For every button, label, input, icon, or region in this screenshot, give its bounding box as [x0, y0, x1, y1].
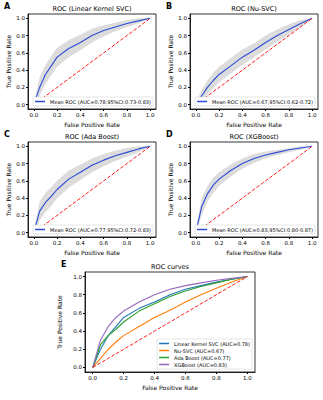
- svg-text:C: C: [4, 130, 10, 139]
- svg-text:ROC (Linear Kernel SVC): ROC (Linear Kernel SVC): [52, 5, 131, 13]
- svg-text:0.4: 0.4: [76, 240, 85, 246]
- svg-text:Nu-SVC (AUC=0.67): Nu-SVC (AUC=0.67): [174, 348, 224, 354]
- svg-text:0.8: 0.8: [123, 112, 132, 118]
- svg-text:False Positive Rate: False Positive Rate: [64, 249, 120, 256]
- svg-text:0.2: 0.2: [215, 240, 224, 246]
- svg-text:Mean ROC (AUC=0.83,95%CI:0.80-: Mean ROC (AUC=0.83,95%CI:0.80-0.87): [212, 227, 313, 233]
- svg-text:1.0: 1.0: [73, 274, 82, 280]
- svg-text:0.2: 0.2: [73, 346, 82, 352]
- svg-text:0.0: 0.0: [191, 112, 200, 118]
- svg-text:0.4: 0.4: [178, 195, 187, 201]
- svg-text:XGBoost (AUC=0.83): XGBoost (AUC=0.83): [174, 362, 227, 368]
- svg-text:0.8: 0.8: [285, 240, 294, 246]
- svg-text:0.2: 0.2: [16, 212, 25, 218]
- svg-text:Mean ROC (AUC=0.78,95%CI:0.73-: Mean ROC (AUC=0.78,95%CI:0.73-0.83): [50, 99, 151, 105]
- svg-text:B: B: [166, 2, 172, 11]
- svg-text:0.6: 0.6: [16, 178, 25, 184]
- svg-text:0.8: 0.8: [16, 33, 25, 39]
- svg-text:ROC (Nu-SVC): ROC (Nu-SVC): [231, 5, 277, 13]
- svg-text:0.8: 0.8: [73, 292, 82, 298]
- svg-text:0.4: 0.4: [16, 195, 25, 201]
- svg-text:1.0: 1.0: [178, 15, 187, 21]
- svg-text:True Positive Rate: True Positive Rate: [167, 162, 174, 217]
- svg-text:0.6: 0.6: [73, 310, 82, 316]
- svg-text:False Positive Rate: False Positive Rate: [142, 384, 198, 391]
- svg-text:True Positive Rate: True Positive Rate: [167, 34, 174, 89]
- svg-text:0.8: 0.8: [16, 161, 25, 167]
- svg-text:0.4: 0.4: [178, 67, 187, 73]
- svg-text:0.2: 0.2: [119, 375, 128, 381]
- svg-text:0.8: 0.8: [123, 240, 132, 246]
- svg-text:Mean ROC (AUC=0.77,95%CI:0.72-: Mean ROC (AUC=0.77,95%CI:0.72-0.83): [50, 227, 151, 233]
- svg-text:1.0: 1.0: [16, 15, 25, 21]
- svg-text:0.4: 0.4: [73, 328, 82, 334]
- svg-text:False Positive Rate: False Positive Rate: [64, 121, 120, 128]
- svg-text:0.8: 0.8: [212, 375, 221, 381]
- svg-text:0.2: 0.2: [178, 212, 187, 218]
- svg-text:0.0: 0.0: [16, 102, 25, 108]
- svg-text:True Positive Rate: True Positive Rate: [5, 162, 12, 217]
- svg-text:0.0: 0.0: [178, 102, 187, 108]
- svg-text:0.4: 0.4: [150, 375, 159, 381]
- svg-text:0.4: 0.4: [76, 112, 85, 118]
- svg-text:0.8: 0.8: [285, 112, 294, 118]
- svg-text:1.0: 1.0: [178, 143, 187, 149]
- svg-text:0.4: 0.4: [16, 67, 25, 73]
- svg-text:D: D: [166, 130, 173, 139]
- svg-text:False Positive Rate: False Positive Rate: [226, 121, 282, 128]
- svg-text:Linear Kernel SVC (AUC=0.78): Linear Kernel SVC (AUC=0.78): [174, 341, 250, 347]
- svg-text:0.2: 0.2: [53, 240, 62, 246]
- svg-text:True Positive Rate: True Positive Rate: [56, 295, 63, 350]
- svg-text:True Positive Rate: True Positive Rate: [5, 34, 12, 89]
- svg-text:1.0: 1.0: [308, 240, 317, 246]
- svg-text:ROC curves: ROC curves: [151, 263, 189, 271]
- svg-text:0.6: 0.6: [261, 112, 270, 118]
- svg-text:0.8: 0.8: [178, 33, 187, 39]
- svg-text:0.6: 0.6: [99, 240, 108, 246]
- svg-text:0.0: 0.0: [191, 240, 200, 246]
- svg-text:0.2: 0.2: [16, 84, 25, 90]
- svg-text:ROC (Ada Boost): ROC (Ada Boost): [65, 133, 119, 141]
- svg-text:Ada Boost (AUC=0.77): Ada Boost (AUC=0.77): [174, 355, 231, 361]
- svg-text:0.2: 0.2: [178, 84, 187, 90]
- svg-text:0.0: 0.0: [16, 230, 25, 236]
- svg-text:0.0: 0.0: [29, 112, 38, 118]
- svg-text:1.0: 1.0: [16, 143, 25, 149]
- svg-text:0.6: 0.6: [178, 50, 187, 56]
- svg-text:False Positive Rate: False Positive Rate: [226, 249, 282, 256]
- svg-text:0.0: 0.0: [29, 240, 38, 246]
- svg-text:A: A: [4, 2, 11, 11]
- svg-text:ROC (XGBoost): ROC (XGBoost): [229, 133, 278, 141]
- svg-text:0.4: 0.4: [238, 112, 247, 118]
- svg-text:1.0: 1.0: [146, 112, 155, 118]
- svg-text:E: E: [61, 260, 66, 269]
- svg-text:1.0: 1.0: [243, 375, 252, 381]
- svg-text:0.0: 0.0: [178, 230, 187, 236]
- svg-text:1.0: 1.0: [146, 240, 155, 246]
- svg-text:0.4: 0.4: [238, 240, 247, 246]
- svg-text:0.6: 0.6: [16, 50, 25, 56]
- svg-text:0.6: 0.6: [181, 375, 190, 381]
- svg-text:0.6: 0.6: [99, 112, 108, 118]
- svg-text:1.0: 1.0: [308, 112, 317, 118]
- svg-text:0.6: 0.6: [261, 240, 270, 246]
- svg-text:0.6: 0.6: [178, 178, 187, 184]
- svg-text:0.8: 0.8: [178, 161, 187, 167]
- svg-text:0.0: 0.0: [73, 364, 82, 370]
- svg-text:0.0: 0.0: [88, 375, 97, 381]
- svg-text:Mean ROC (AUC=0.67,95%CI:0.62-: Mean ROC (AUC=0.67,95%CI:0.62-0.72): [212, 99, 313, 105]
- svg-text:0.2: 0.2: [53, 112, 62, 118]
- svg-text:0.2: 0.2: [215, 112, 224, 118]
